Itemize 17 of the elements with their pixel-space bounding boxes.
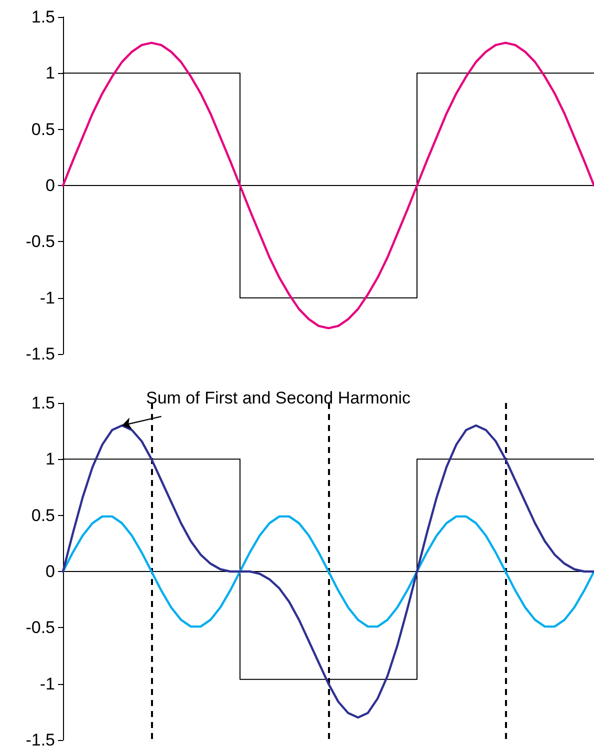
line-series bbox=[62, 42, 594, 330]
y-tick-label: 1.5 bbox=[31, 394, 55, 412]
y-tick-label: 0.5 bbox=[31, 120, 55, 139]
y-tick-label: 0.5 bbox=[31, 506, 55, 525]
annotation: Sum of First and Second Harmonic bbox=[146, 388, 412, 408]
y-tick-label: -1.5 bbox=[26, 730, 55, 750]
line-series bbox=[62, 515, 594, 628]
y-tick-label: 1 bbox=[46, 450, 55, 469]
y-tick-label: -1 bbox=[40, 674, 55, 694]
y-tick-label: 1.5 bbox=[31, 8, 55, 26]
y-tick-label: 0 bbox=[46, 176, 55, 195]
y-tick-label: -1.5 bbox=[26, 344, 55, 364]
y-tick-label: -1 bbox=[40, 288, 55, 308]
y-tick-label: -0.5 bbox=[26, 232, 55, 252]
y-tick-label: 0 bbox=[46, 562, 55, 581]
y-tick-label: 1 bbox=[46, 64, 55, 83]
y-tick-label: -0.5 bbox=[26, 618, 55, 638]
